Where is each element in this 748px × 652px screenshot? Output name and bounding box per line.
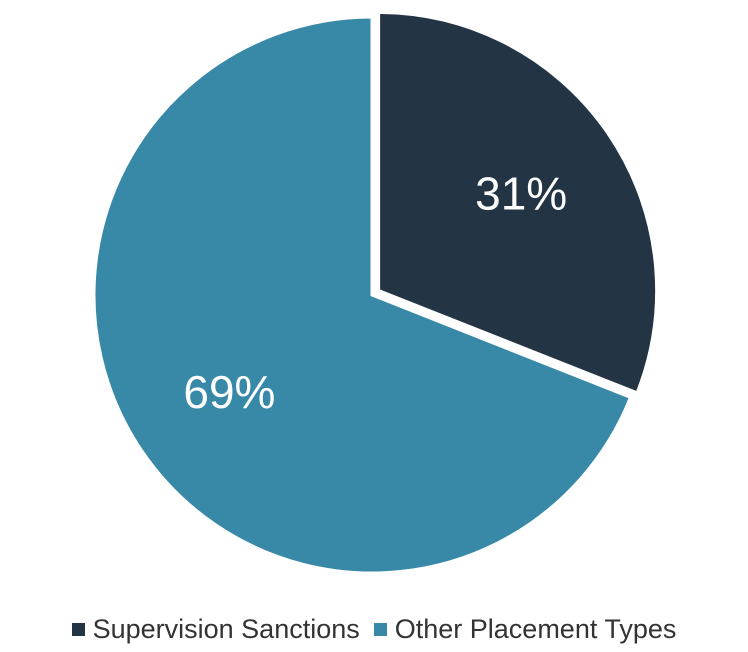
pie-slice-supervision-sanctions bbox=[377, 11, 659, 395]
legend-label-supervision-sanctions: Supervision Sanctions bbox=[92, 614, 360, 644]
legend-item-other-placement-types: Other Placement Types bbox=[373, 614, 677, 645]
pie-labels: 31% 69% bbox=[183, 168, 567, 418]
pie-slices bbox=[92, 11, 659, 575]
pie-slice-other-placement-types bbox=[92, 15, 633, 575]
pie-label-other-placement-types: 69% bbox=[183, 366, 275, 418]
legend-item-supervision-sanctions: Supervision Sanctions bbox=[71, 614, 360, 645]
legend: Supervision Sanctions Other Placement Ty… bbox=[0, 614, 748, 645]
legend-swatch-supervision-sanctions bbox=[71, 623, 85, 636]
legend-label-other-placement-types: Other Placement Types bbox=[394, 614, 677, 644]
pie-label-supervision-sanctions: 31% bbox=[475, 168, 567, 220]
pie-chart: 31% 69% bbox=[92, 11, 659, 575]
legend-swatch-other-placement-types bbox=[373, 623, 387, 636]
